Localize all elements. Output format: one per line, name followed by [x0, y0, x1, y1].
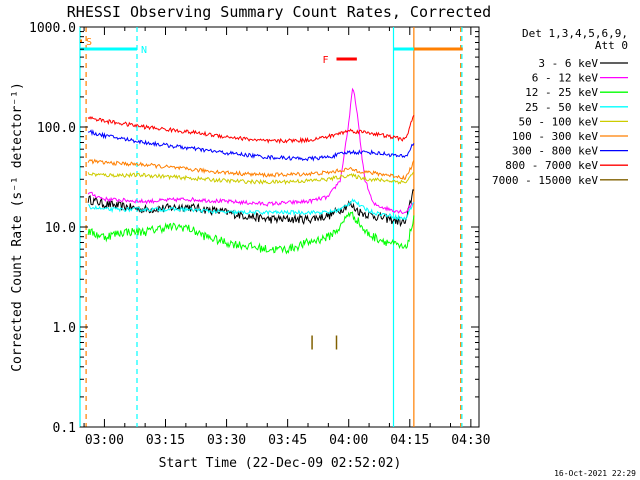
y-tick-label: 0.1 — [53, 421, 76, 436]
legend-entry-label: 800 - 7000 keV — [505, 159, 598, 172]
axes: 0.1 1.0 10.0 100.0 1000.0 03:00 03:15 03:30 03:4… — [29, 21, 490, 448]
series-line-800-7000-kev — [87, 114, 415, 145]
chart-title: RHESSI Observing Summary Count Rates, Co… — [67, 3, 491, 21]
flag-label-s: S — [86, 37, 92, 48]
x-tick-label: 03:30 — [207, 433, 246, 448]
vertical-markers — [79, 27, 463, 427]
plot-frame — [79, 26, 480, 428]
x-tick-label: 03:00 — [85, 433, 124, 448]
legend-header: Att 0 — [595, 39, 628, 52]
y-axis-label: Corrected Count Rate (s⁻¹ detector⁻¹) — [10, 82, 25, 372]
y-tick-label: 1.0 — [53, 321, 76, 336]
legend-entry-label: 300 - 800 keV — [512, 145, 598, 158]
flag-label-f: F — [323, 55, 329, 66]
y-tick-label: 10.0 — [45, 221, 76, 236]
legend-entry-label: 6 - 12 keV — [532, 72, 599, 85]
legend-entry-label: 50 - 100 keV — [519, 115, 599, 128]
footer-date: 16-Oct-2021 22:29 — [554, 469, 636, 478]
y-tick-label: 100.0 — [37, 121, 76, 136]
series-line-6-12-kev — [87, 87, 415, 215]
y-tick-label: 1000.0 — [29, 21, 76, 36]
series-line-300-800-kev — [87, 129, 415, 162]
x-tick-label: 04:15 — [390, 433, 429, 448]
legend-entry-label: 7000 - 15000 keV — [492, 174, 598, 187]
x-tick-label: 03:15 — [146, 433, 185, 448]
x-tick-label: 03:45 — [268, 433, 307, 448]
legend: Det 1,3,4,5,6,9,Att 0 3 - 6 keV 6 - 12 keV… — [492, 27, 628, 187]
series-line-25-50-kev — [88, 198, 415, 222]
legend-entry-label: 25 - 50 keV — [525, 101, 598, 114]
flag-label-n: N — [141, 45, 147, 56]
x-tick-label: 04:30 — [451, 433, 490, 448]
legend-entry-label: 100 - 300 keV — [512, 130, 598, 143]
legend-entry-label: 3 - 6 keV — [538, 57, 598, 70]
series-layer — [87, 87, 415, 350]
flag-bars: S N F — [80, 37, 463, 66]
series-line-50-100-kev — [87, 171, 415, 186]
x-axis-label: Start Time (22-Dec-09 02:52:02) — [159, 456, 402, 471]
series-line-100-300-kev — [87, 158, 415, 180]
series-line-12-25-kev — [87, 211, 415, 255]
legend-entry-label: 12 - 25 keV — [525, 86, 598, 99]
x-tick-label: 04:00 — [329, 433, 368, 448]
legend-header: Det 1,3,4,5,6,9, — [522, 27, 628, 40]
